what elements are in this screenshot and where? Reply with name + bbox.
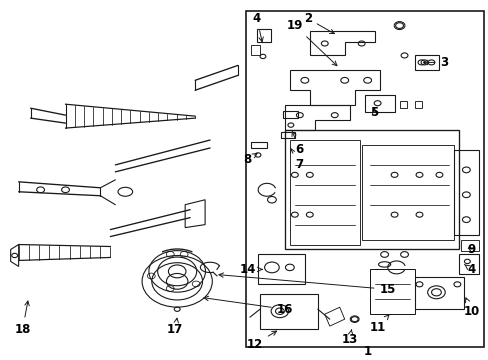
Text: 7: 7	[290, 148, 302, 171]
Text: 3: 3	[423, 56, 447, 69]
Text: 12: 12	[246, 331, 276, 351]
Text: 18: 18	[15, 301, 31, 336]
Text: 4: 4	[464, 263, 474, 276]
Bar	[245, 11, 483, 347]
Bar	[414, 101, 421, 108]
Bar	[283, 111, 298, 118]
Text: 1: 1	[363, 345, 371, 357]
Text: 19: 19	[286, 19, 336, 66]
Text: 9: 9	[466, 243, 474, 256]
Bar	[250, 141, 266, 148]
Text: 15: 15	[219, 273, 395, 296]
Text: 14: 14	[239, 263, 262, 276]
Text: 6: 6	[291, 132, 304, 157]
Bar	[256, 29, 270, 42]
Text: 13: 13	[341, 330, 357, 346]
Text: 4: 4	[252, 12, 263, 42]
Text: 11: 11	[369, 315, 388, 334]
Bar	[280, 132, 294, 138]
Text: 10: 10	[462, 298, 479, 318]
Bar	[250, 45, 259, 55]
Text: 2: 2	[303, 12, 334, 33]
Text: 16: 16	[203, 296, 292, 316]
Bar	[399, 101, 406, 108]
Text: 8: 8	[243, 153, 257, 166]
Text: 17: 17	[167, 318, 183, 336]
Text: 5: 5	[370, 105, 378, 119]
